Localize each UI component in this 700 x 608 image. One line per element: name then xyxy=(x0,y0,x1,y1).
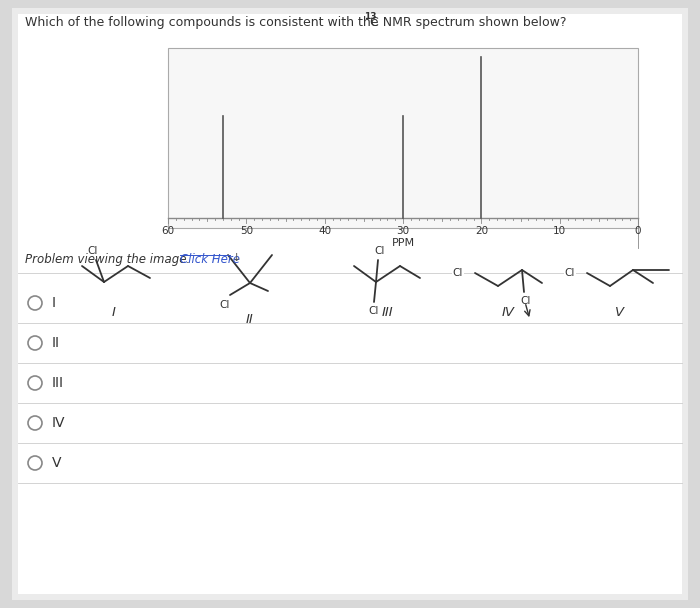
Text: I: I xyxy=(52,296,56,310)
Text: II: II xyxy=(246,313,254,326)
Circle shape xyxy=(28,376,42,390)
FancyBboxPatch shape xyxy=(18,14,682,594)
Circle shape xyxy=(28,416,42,430)
Text: IV: IV xyxy=(501,306,514,319)
Circle shape xyxy=(28,336,42,350)
Text: II: II xyxy=(52,336,60,350)
Text: III: III xyxy=(52,376,64,390)
FancyBboxPatch shape xyxy=(12,8,688,600)
Text: Cl: Cl xyxy=(374,246,385,256)
Text: V: V xyxy=(52,456,62,470)
Text: 30: 30 xyxy=(396,226,410,236)
Text: Cl: Cl xyxy=(220,300,230,310)
Text: Click Here: Click Here xyxy=(180,253,240,266)
Text: 10: 10 xyxy=(553,226,566,236)
Text: V: V xyxy=(615,306,624,319)
Text: Cl: Cl xyxy=(521,296,531,306)
Text: 20: 20 xyxy=(475,226,488,236)
Text: Cl: Cl xyxy=(565,268,575,278)
Text: I: I xyxy=(112,306,116,319)
Text: Which of the following compounds is consistent with the: Which of the following compounds is cons… xyxy=(25,16,382,29)
Text: III: III xyxy=(382,306,393,319)
FancyBboxPatch shape xyxy=(168,48,638,228)
Text: 13: 13 xyxy=(364,12,377,21)
Text: PPM: PPM xyxy=(391,238,414,248)
Circle shape xyxy=(28,456,42,470)
Circle shape xyxy=(28,296,42,310)
Text: Cl: Cl xyxy=(88,246,98,256)
Text: ↓: ↓ xyxy=(232,253,242,263)
Text: Problem viewing the image.: Problem viewing the image. xyxy=(25,253,194,266)
Text: Cl: Cl xyxy=(453,268,463,278)
Text: 60: 60 xyxy=(162,226,174,236)
Text: 0: 0 xyxy=(635,226,641,236)
Text: C NMR spectrum shown below?: C NMR spectrum shown below? xyxy=(370,16,566,29)
Text: 50: 50 xyxy=(240,226,253,236)
Text: Cl: Cl xyxy=(369,306,379,316)
Text: 40: 40 xyxy=(318,226,331,236)
Text: IV: IV xyxy=(52,416,66,430)
